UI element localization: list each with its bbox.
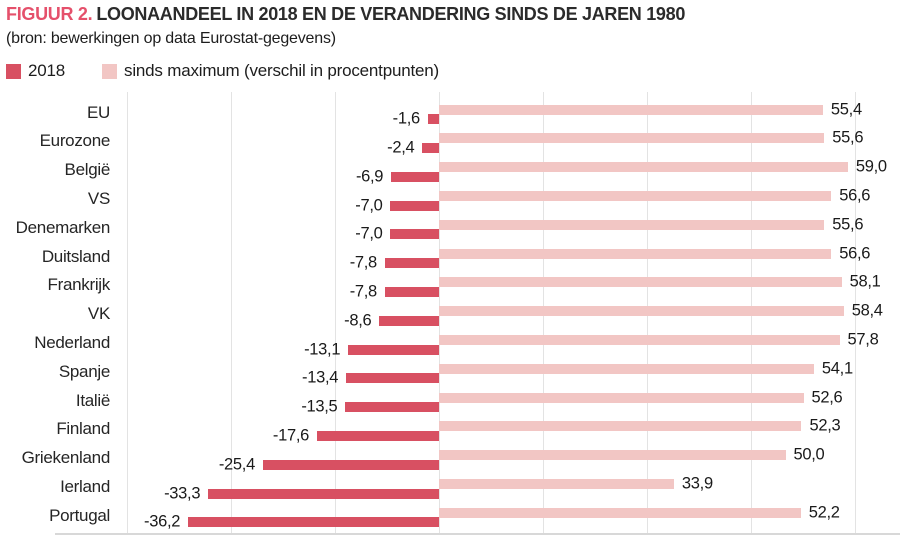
- value-label-sinds-maximum: 57,8: [847, 330, 879, 349]
- bar-2018: [346, 373, 439, 384]
- bar-sinds-maximum: [439, 190, 832, 201]
- category-label: Nederland: [34, 332, 110, 352]
- bar-2018: [262, 459, 439, 470]
- bar-2018: [427, 114, 439, 125]
- legend-swatch-sinds-maximum-icon: [102, 63, 118, 79]
- value-label-2018: -8,6: [344, 311, 372, 330]
- value-label-sinds-maximum: 58,1: [849, 272, 881, 291]
- bar-sinds-maximum: [439, 392, 804, 403]
- value-label-sinds-maximum: 55,6: [832, 128, 864, 147]
- value-label-2018: -36,2: [144, 512, 181, 531]
- bar-sinds-maximum: [439, 478, 674, 489]
- value-label-sinds-maximum: 52,6: [811, 388, 843, 406]
- bar-2018: [188, 517, 439, 528]
- value-label-sinds-maximum: 56,6: [839, 244, 871, 262]
- category-label: EU: [86, 102, 110, 122]
- bar-sinds-maximum: [439, 507, 801, 518]
- category-label: Portugal: [49, 505, 110, 525]
- bar-sinds-maximum: [439, 104, 823, 115]
- value-label-2018: -6,9: [355, 167, 384, 186]
- bar-2018: [348, 344, 439, 355]
- category-label: Denemarken: [15, 217, 111, 237]
- legend-swatch-2018-icon: [6, 63, 21, 79]
- category-label: Frankrijk: [47, 275, 111, 295]
- bar-2018: [422, 143, 439, 153]
- chart-legend: 2018 sinds maximum (verschil in procentp…: [6, 61, 476, 81]
- gridline: [231, 92, 233, 534]
- category-label: België: [64, 160, 111, 180]
- bar-sinds-maximum: [439, 219, 825, 230]
- figure-title-text: LOONAANDEEL IN 2018 EN DE VERANDERING SI…: [96, 4, 686, 24]
- value-label-sinds-maximum: 56,6: [839, 186, 871, 205]
- bar-sinds-maximum: [439, 363, 814, 374]
- value-label-2018: -1,6: [392, 109, 421, 128]
- bar-sinds-maximum: [439, 277, 842, 288]
- bar-2018: [390, 229, 439, 240]
- category-label: VS: [87, 188, 110, 208]
- page-title: FIGUUR 2. LOONAANDEEL IN 2018 EN DE VERAN…: [6, 4, 685, 25]
- bar-sinds-maximum: [439, 248, 832, 259]
- value-label-sinds-maximum: 52,3: [809, 416, 841, 435]
- value-label-sinds-maximum: 50,0: [793, 445, 825, 464]
- category-label: Griekenland: [21, 448, 111, 468]
- value-label-2018: -7,0: [355, 224, 383, 243]
- value-label-sinds-maximum: 59,0: [855, 157, 887, 176]
- gridline: [127, 92, 129, 534]
- value-label-2018: -13,5: [301, 397, 338, 416]
- bar-sinds-maximum: [439, 133, 825, 144]
- value-label-sinds-maximum: 33,9: [681, 474, 713, 493]
- bar-2018: [379, 315, 439, 326]
- category-label: Italië: [75, 390, 110, 410]
- value-label-sinds-maximum: 55,6: [832, 215, 864, 234]
- category-label: VK: [87, 304, 110, 324]
- figure-number-label: FIGUUR 2.: [6, 4, 93, 24]
- value-label-sinds-maximum: 52,2: [808, 503, 840, 522]
- value-label-2018: -13,1: [304, 340, 341, 359]
- bar-2018: [384, 287, 439, 297]
- bar-sinds-maximum: [439, 162, 848, 173]
- value-label-2018: -33,3: [164, 484, 201, 503]
- bar-sinds-maximum: [439, 334, 840, 345]
- legend-label-sinds-maximum: sinds maximum (verschil in procentpunten…: [124, 61, 439, 80]
- bar-2018: [390, 200, 439, 211]
- category-label: Ierland: [60, 476, 110, 496]
- value-label-2018: -13,4: [302, 368, 339, 387]
- category-label: Eurozone: [39, 131, 111, 151]
- gridline: [854, 92, 856, 534]
- value-label-2018: -17,6: [272, 426, 310, 445]
- value-label-2018: -2,4: [387, 138, 415, 157]
- category-label: Finland: [56, 419, 110, 439]
- category-label: Spanje: [58, 361, 110, 381]
- value-label-2018: -7,0: [355, 196, 383, 215]
- bar-2018: [208, 488, 439, 499]
- gridline: [335, 92, 337, 534]
- legend-label-2018: 2018: [28, 61, 66, 80]
- value-label-2018: -7,8: [349, 282, 378, 301]
- value-label-sinds-maximum: 55,4: [830, 100, 862, 118]
- bar-sinds-maximum: [439, 306, 844, 317]
- legend-item-sinds-maximum: sinds maximum (verschil in procentpunten…: [102, 61, 439, 81]
- category-label: Duitsland: [41, 246, 110, 266]
- bar-2018: [345, 402, 439, 413]
- x-axis-baseline: [55, 533, 900, 535]
- bar-sinds-maximum: [439, 450, 786, 461]
- figure-source: (bron: bewerkingen op data Eurostat-gege…: [6, 30, 336, 47]
- bar-sinds-maximum: [439, 421, 802, 432]
- value-label-sinds-maximum: 58,4: [851, 301, 883, 320]
- bar-2018: [391, 171, 439, 182]
- legend-item-2018: 2018: [6, 61, 65, 81]
- bar-2018: [384, 258, 439, 269]
- value-label-2018: -25,4: [218, 455, 255, 474]
- value-label-2018: -7,8: [349, 253, 378, 272]
- value-label-sinds-maximum: 54,1: [821, 359, 853, 378]
- bar-2018: [317, 431, 439, 441]
